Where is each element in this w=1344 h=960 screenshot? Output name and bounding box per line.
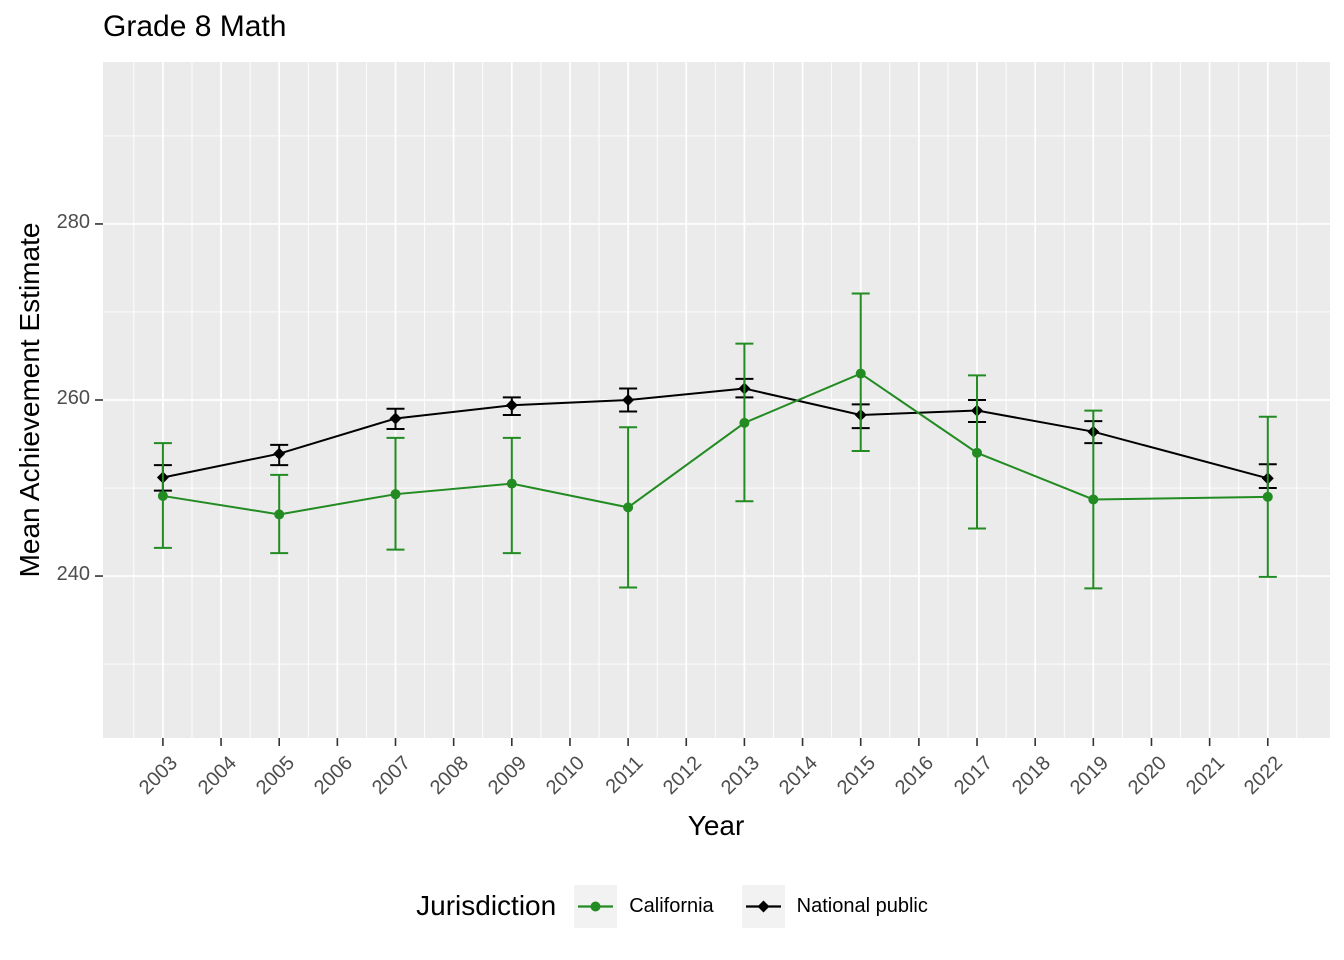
legend-item-national-public: National public — [741, 884, 928, 928]
legend-title: Jurisdiction — [416, 890, 557, 921]
legend-key-california — [574, 884, 618, 928]
data-point-california — [157, 490, 168, 501]
y-tick-label: 240 — [56, 563, 90, 586]
legend-key-national-public — [741, 884, 785, 928]
diamond-marker-icon — [757, 900, 770, 912]
y-tick-label: 280 — [56, 210, 90, 233]
circle-marker-icon — [590, 901, 601, 911]
data-point-california — [1262, 491, 1273, 502]
y-tick-label: 260 — [56, 387, 90, 409]
x-axis-title: Year — [687, 810, 745, 841]
data-point-california — [506, 478, 517, 489]
data-point-california — [623, 502, 634, 513]
y-axis-title: Mean Achievement Estimate — [14, 222, 45, 578]
data-point-california — [390, 489, 401, 500]
data-point-national-public — [389, 412, 402, 425]
california-key-glyph — [578, 901, 614, 911]
data-point-california — [1088, 494, 1099, 505]
legend: Jurisdiction California National public — [0, 880, 1344, 932]
data-point-national-public — [622, 394, 635, 406]
legend-item-california: California — [574, 884, 714, 928]
data-point-national-public — [505, 399, 518, 412]
data-point-california — [739, 417, 750, 428]
series-line-national-public — [162, 387, 1269, 480]
national-public-key-glyph — [745, 900, 781, 912]
series-line-california — [162, 372, 1268, 516]
plot-title: Grade 8 Math — [103, 10, 287, 43]
legend-label-national-public: National public — [796, 894, 928, 917]
data-point-california — [972, 447, 983, 458]
data-point-california — [855, 368, 866, 379]
legend-label-california: California — [629, 894, 714, 917]
data-point-california — [274, 509, 285, 520]
data-point-national-public — [273, 447, 286, 460]
